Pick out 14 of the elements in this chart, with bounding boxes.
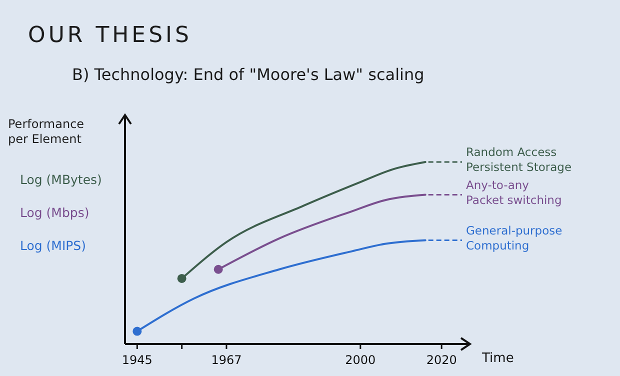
chart-title: OUR THESIS bbox=[28, 23, 192, 48]
x-axis-title: Time bbox=[481, 351, 514, 366]
legend-label: Any-to-any Packet switching bbox=[466, 178, 562, 207]
x-tick-label: 2020 bbox=[426, 353, 457, 367]
x-tick-label: 1967 bbox=[211, 353, 242, 367]
legend-label: General-purpose Computing bbox=[466, 223, 562, 252]
chart-subtitle: B) Technology: End of "Moore's Law" scaling bbox=[72, 65, 424, 84]
x-tick-label: 2000 bbox=[345, 353, 376, 367]
y-axis-title: Performance per Element bbox=[8, 117, 84, 146]
text: Log (MIPS) bbox=[20, 238, 86, 253]
legend-label: Random Access Persistent Storage bbox=[466, 145, 572, 174]
x-tick-label: 1945 bbox=[122, 353, 152, 367]
text: Log (MBytes) bbox=[20, 172, 102, 187]
text: Log (Mbps) bbox=[20, 205, 90, 220]
